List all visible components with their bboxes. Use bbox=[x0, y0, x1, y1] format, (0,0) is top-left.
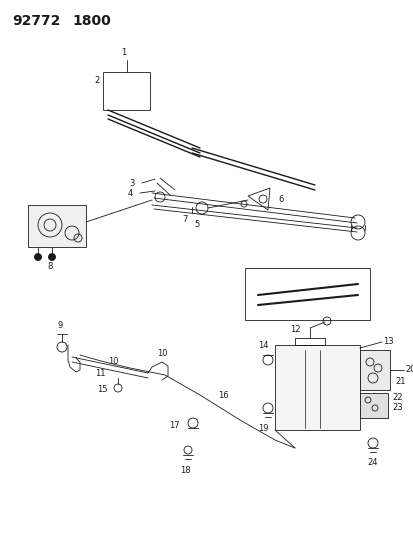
Text: 18: 18 bbox=[179, 466, 190, 475]
Bar bbox=[359, 393, 387, 418]
Text: 15: 15 bbox=[97, 385, 108, 394]
Text: 22: 22 bbox=[391, 392, 401, 401]
Text: 92772: 92772 bbox=[12, 14, 60, 28]
Text: 11: 11 bbox=[95, 368, 105, 377]
Text: 8: 8 bbox=[47, 262, 52, 271]
Text: 2: 2 bbox=[95, 76, 100, 85]
Text: 12: 12 bbox=[289, 325, 299, 334]
Text: 23: 23 bbox=[391, 403, 402, 413]
Text: 10: 10 bbox=[157, 349, 167, 358]
Text: 9: 9 bbox=[57, 321, 62, 330]
Circle shape bbox=[34, 254, 41, 261]
Bar bbox=[28, 205, 86, 247]
Text: 1: 1 bbox=[121, 48, 126, 57]
Text: 17: 17 bbox=[169, 421, 180, 430]
Text: 24: 24 bbox=[367, 458, 377, 467]
Bar bbox=[103, 72, 150, 110]
Text: 5: 5 bbox=[194, 220, 199, 229]
Text: 14: 14 bbox=[257, 341, 268, 350]
Text: 3: 3 bbox=[129, 179, 135, 188]
Text: 6: 6 bbox=[277, 196, 282, 205]
Bar bbox=[244, 268, 369, 320]
Bar bbox=[274, 345, 359, 430]
Bar bbox=[359, 350, 389, 390]
Text: 13: 13 bbox=[382, 337, 393, 346]
Text: 20: 20 bbox=[404, 366, 413, 375]
Circle shape bbox=[48, 254, 55, 261]
Text: 7: 7 bbox=[182, 215, 187, 224]
Text: 21: 21 bbox=[394, 377, 404, 386]
Text: 4: 4 bbox=[128, 189, 133, 198]
Text: 19: 19 bbox=[257, 424, 268, 433]
Text: 16: 16 bbox=[218, 391, 228, 400]
Text: 10: 10 bbox=[108, 358, 118, 367]
Text: 1800: 1800 bbox=[72, 14, 111, 28]
